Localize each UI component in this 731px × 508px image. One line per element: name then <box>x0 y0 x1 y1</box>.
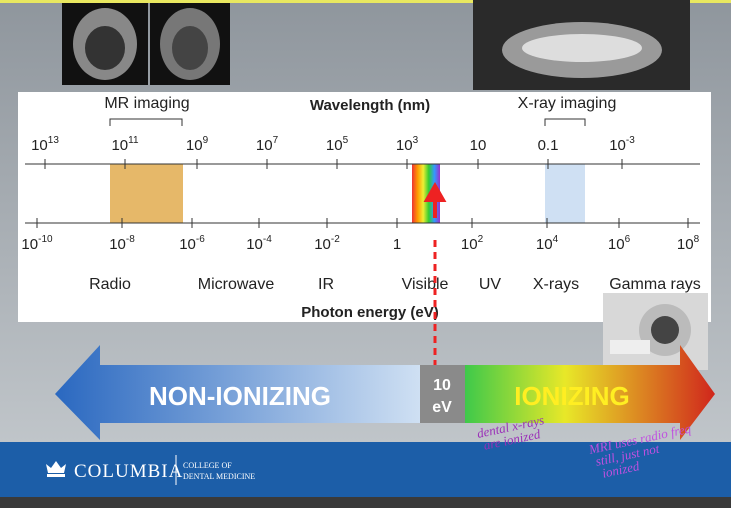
footer-bar <box>0 442 731 497</box>
tick-label: 1013 <box>31 135 59 154</box>
tick-exponent: -8 <box>126 234 135 245</box>
tick-base: 10 <box>326 137 343 154</box>
college-line: COLLEGE OF <box>183 461 232 470</box>
spectrum-panel <box>18 92 711 322</box>
tick-exponent: -4 <box>263 234 272 245</box>
college-line: DENTAL MEDICINE <box>183 472 255 481</box>
region-label: X-rays <box>533 276 579 293</box>
tick-label: 107 <box>256 135 279 154</box>
tick-base: 10 <box>609 137 626 154</box>
tick-exponent: 13 <box>48 135 60 146</box>
non-ionizing-label: NON-IONIZING <box>149 381 331 411</box>
energy-title: Photon energy (eV) <box>301 304 439 321</box>
bottom-strip <box>0 497 731 508</box>
tick-label: 10-8 <box>109 234 135 253</box>
tick-base: 10 <box>608 236 625 253</box>
tick-base: 10 <box>536 236 553 253</box>
tick-label: 109 <box>186 135 209 154</box>
tick-base: 10 <box>179 236 196 253</box>
tick-exponent: 2 <box>478 234 484 245</box>
tick-label: 10-3 <box>609 135 635 154</box>
ionizing-label: IONIZING <box>514 381 630 411</box>
threshold-value: 10 <box>433 377 451 394</box>
tick-base: 10 <box>246 236 263 253</box>
logo-text: COLUMBIA <box>74 461 183 482</box>
tick-label: 102 <box>461 234 484 253</box>
region-label: Microwave <box>198 276 275 293</box>
region-label: IR <box>318 276 334 293</box>
ionizing-arrow: NON-IONIZING IONIZING 10 eV <box>55 345 715 440</box>
tick-base: 10 <box>470 137 487 154</box>
tick-label: 1 <box>393 236 401 253</box>
tick-exponent: 3 <box>413 135 419 146</box>
equipment-photo <box>603 293 708 370</box>
tick-base: 10 <box>31 137 48 154</box>
tick-exponent: -10 <box>38 234 53 245</box>
tick-base: 10 <box>186 137 203 154</box>
tick-base: 0.1 <box>538 137 559 154</box>
bracket-label: X-ray imaging <box>518 95 617 112</box>
xray-image <box>473 0 690 90</box>
region-label: UV <box>479 276 502 293</box>
tick-label: 1011 <box>111 135 139 154</box>
logo: COLUMBIA COLLEGE OF DENTAL MEDICINE <box>46 455 255 485</box>
tick-label: 105 <box>326 135 349 154</box>
tick-label: 10 <box>470 137 487 154</box>
tick-label: 10-6 <box>179 234 205 253</box>
tick-base: 10 <box>396 137 413 154</box>
tick-exponent: -2 <box>331 234 340 245</box>
tick-exponent: -3 <box>626 135 635 146</box>
tick-exponent: 4 <box>553 234 559 245</box>
region-label: Radio <box>89 276 131 293</box>
bracket-label: MR imaging <box>104 95 189 112</box>
region-label: Gamma rays <box>609 276 701 293</box>
tick-exponent: 8 <box>694 234 700 245</box>
threshold-unit: eV <box>432 399 452 416</box>
tick-base: 10 <box>461 236 478 253</box>
tick-base: 10 <box>677 236 694 253</box>
mri-images <box>62 3 230 85</box>
tick-label: 103 <box>396 135 419 154</box>
tick-label: 10-4 <box>246 234 272 253</box>
tick-base: 10 <box>21 236 38 253</box>
tick-exponent: 5 <box>343 135 349 146</box>
tick-exponent: 11 <box>128 135 139 146</box>
tick-base: 10 <box>314 236 331 253</box>
tick-label: 104 <box>536 234 559 253</box>
tick-base: 10 <box>109 236 126 253</box>
tick-exponent: 7 <box>273 135 279 146</box>
top-strip <box>0 0 731 3</box>
tick-label: 0.1 <box>538 137 559 154</box>
spectrum-labels: MR imaging X-ray imaging Wavelength (nm)… <box>21 95 700 321</box>
tick-exponent: -6 <box>196 234 205 245</box>
tick-base: 1 <box>393 236 401 253</box>
tick-exponent: 9 <box>203 135 209 146</box>
tick-base: 10 <box>111 137 128 154</box>
tick-exponent: 6 <box>625 234 631 245</box>
wavelength-title: Wavelength (nm) <box>310 97 430 114</box>
tick-label: 10-2 <box>314 234 340 253</box>
region-label: Visible <box>402 276 449 293</box>
tick-base: 10 <box>256 137 273 154</box>
tick-label: 10-10 <box>21 234 53 253</box>
tick-label: 108 <box>677 234 700 253</box>
tick-label: 106 <box>608 234 631 253</box>
